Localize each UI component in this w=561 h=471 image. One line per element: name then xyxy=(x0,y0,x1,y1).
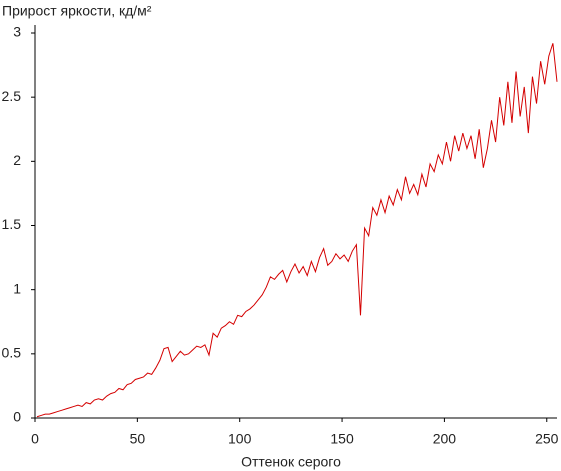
x-tick-label: 150 xyxy=(330,431,354,447)
y-tick-label: 0.5 xyxy=(2,345,22,361)
y-tick-label: 2 xyxy=(13,152,21,168)
chart-title: Прирост яркости, кд/м² xyxy=(2,3,152,19)
y-tick-label: 0 xyxy=(13,409,21,425)
y-tick-label: 1.5 xyxy=(2,216,22,232)
x-axis-label: Оттенок серого xyxy=(241,454,341,470)
y-tick-label: 2.5 xyxy=(2,88,22,104)
data-line xyxy=(36,43,558,418)
x-tick-label: 100 xyxy=(228,431,252,447)
y-tick-label: 3 xyxy=(13,24,21,40)
y-tick-label: 1 xyxy=(13,280,21,296)
x-tick-label: 50 xyxy=(130,431,146,447)
x-tick-label: 250 xyxy=(535,431,559,447)
x-tick-label: 200 xyxy=(433,431,457,447)
x-tick-label: 0 xyxy=(31,431,39,447)
